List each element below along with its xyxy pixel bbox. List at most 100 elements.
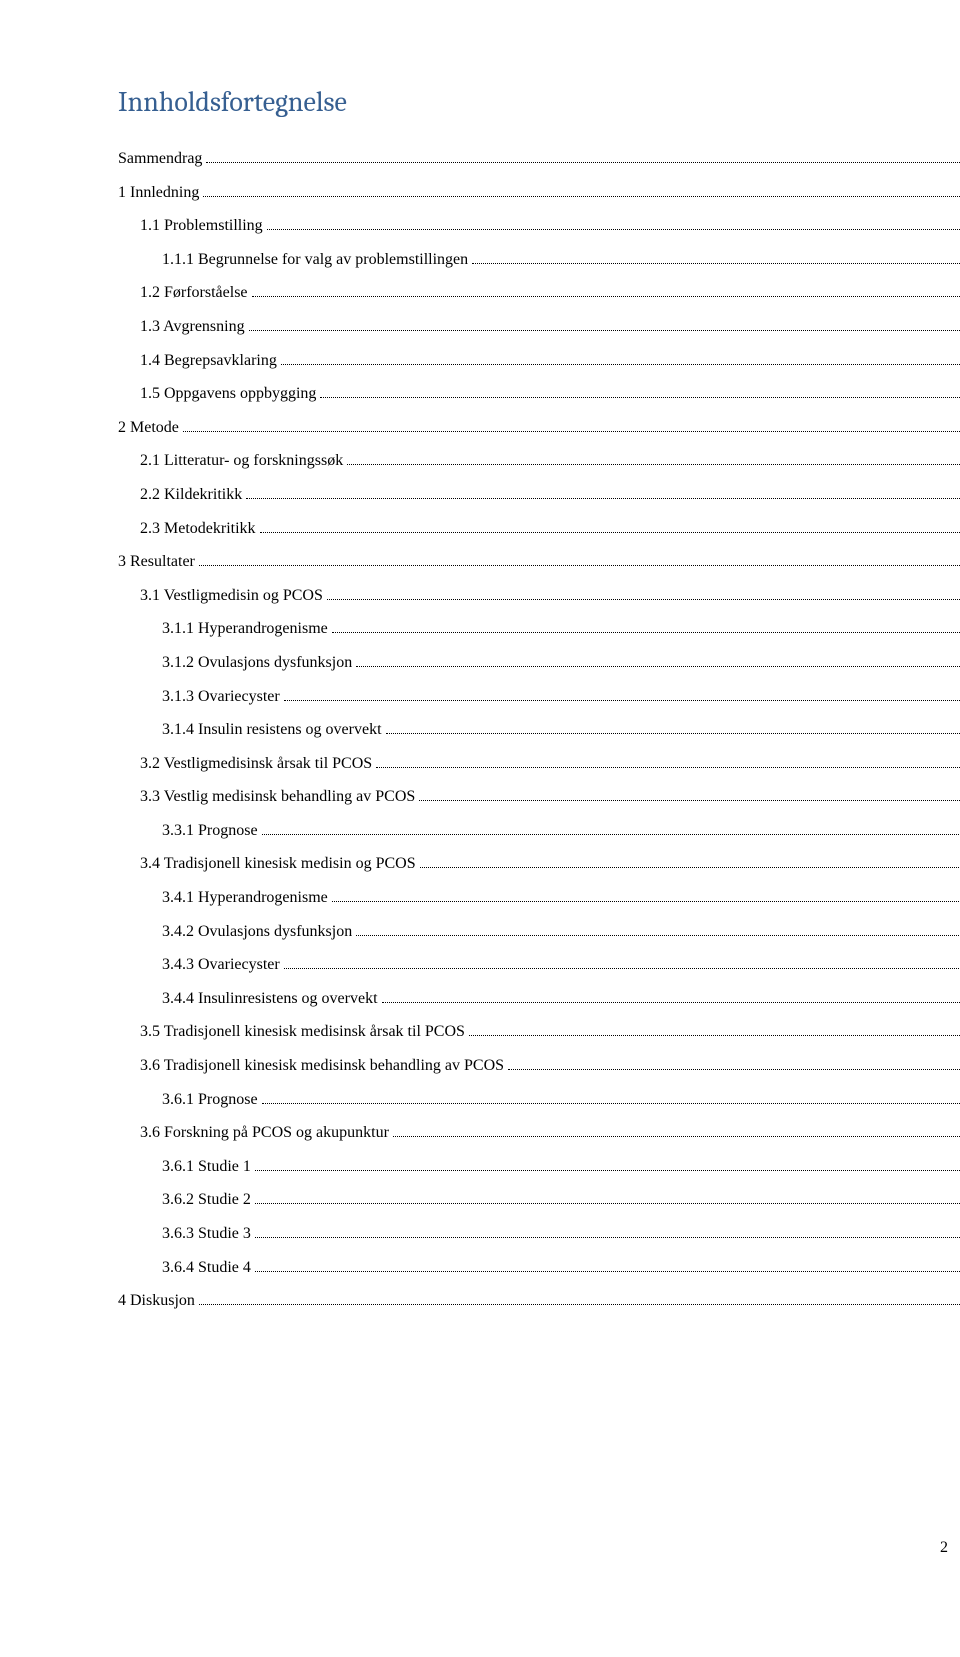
- toc-leader-dots: [508, 1058, 960, 1070]
- toc-leader-dots: [469, 1024, 960, 1036]
- toc-entry[interactable]: 3.1.4 Insulin resistens og overvekt10: [118, 713, 960, 747]
- toc-entry[interactable]: Sammendrag4: [118, 142, 960, 176]
- toc-leader-dots: [327, 588, 960, 600]
- toc-leader-dots: [356, 655, 960, 667]
- toc-entry[interactable]: 1.4 Begrepsavklaring6: [118, 344, 960, 378]
- toc-leader-dots: [382, 991, 960, 1003]
- toc-entry[interactable]: 1.2 Førforståelse6: [118, 276, 960, 310]
- toc-entry-label: 3.4.3 Ovariecyster: [162, 948, 280, 982]
- toc-entry-label: 3.6.3 Studie 3: [162, 1217, 251, 1251]
- toc-entry-label: 3.3 Vestlig medisinsk behandling av PCOS: [140, 780, 415, 814]
- toc-entry[interactable]: 1.5 Oppgavens oppbygging6: [118, 377, 960, 411]
- toc-leader-dots: [260, 521, 960, 533]
- toc-leader-dots: [347, 453, 960, 465]
- toc-leader-dots: [356, 924, 960, 936]
- toc-entry-label: 2.3 Metodekritikk: [140, 512, 256, 546]
- toc-entry-label: 3.1 Vestligmedisin og PCOS: [140, 579, 323, 613]
- toc-entry-label: 2.2 Kildekritikk: [140, 478, 242, 512]
- toc-leader-dots: [255, 1159, 960, 1171]
- toc-leader-dots: [267, 218, 960, 230]
- toc-entry-label: 3.2 Vestligmedisinsk årsak til PCOS: [140, 747, 372, 781]
- toc-entry[interactable]: 2.3 Metodekritikk9: [118, 512, 960, 546]
- toc-entry-label: 1.2 Førforståelse: [140, 276, 248, 310]
- page-number: 2: [940, 1539, 948, 1557]
- toc-leader-dots: [472, 252, 960, 264]
- toc-leader-dots: [262, 1092, 960, 1104]
- toc-leader-dots: [199, 554, 960, 566]
- toc-entry[interactable]: 1.3 Avgrensning6: [118, 310, 960, 344]
- toc-entry-label: 3.4.4 Insulinresistens og overvekt: [162, 982, 378, 1016]
- toc-entry-label: 3.1.1 Hyperandrogenisme: [162, 612, 328, 646]
- toc-leader-dots: [255, 1192, 960, 1204]
- toc-entry[interactable]: 2.2 Kildekritikk8: [118, 478, 960, 512]
- toc-entry[interactable]: 3.6 Tradisjonell kinesisk medisinsk beha…: [118, 1049, 960, 1083]
- toc-entry[interactable]: 3.6.4 Studie 416: [118, 1251, 960, 1285]
- toc-leader-dots: [249, 319, 960, 331]
- toc-leader-dots: [386, 722, 960, 734]
- toc-entry[interactable]: 3.6 Forskning på PCOS og akupunktur13: [118, 1116, 960, 1150]
- toc-entry[interactable]: 3.1.3 Ovariecyster9: [118, 680, 960, 714]
- toc-entry-label: 3.3.1 Prognose: [162, 814, 258, 848]
- toc-leader-dots: [183, 420, 960, 432]
- toc-entry-label: 1.1 Problemstilling: [140, 209, 263, 243]
- toc-entry-label: 2 Metode: [118, 411, 179, 445]
- toc-entry[interactable]: 3.6.2 Studie 214: [118, 1183, 960, 1217]
- toc-entry[interactable]: 3 Resultater9: [118, 545, 960, 579]
- toc-entry[interactable]: 3.2 Vestligmedisinsk årsak til PCOS10: [118, 747, 960, 781]
- toc-entry-label: 1.3 Avgrensning: [140, 310, 245, 344]
- toc-entry-label: 3.1.4 Insulin resistens og overvekt: [162, 713, 382, 747]
- toc-leader-dots: [252, 285, 960, 297]
- toc-entry[interactable]: 3.4.1 Hyperandrogenisme11: [118, 881, 960, 915]
- toc-entry[interactable]: 1.1.1 Begrunnelse for valg av problemsti…: [118, 243, 960, 277]
- toc-leader-dots: [203, 185, 960, 197]
- toc-entry[interactable]: 3.5 Tradisjonell kinesisk medisinsk årsa…: [118, 1015, 960, 1049]
- toc-entry[interactable]: 3.4.2 Ovulasjons dysfunksjon11: [118, 915, 960, 949]
- toc-entry[interactable]: 3.3 Vestlig medisinsk behandling av PCOS…: [118, 780, 960, 814]
- toc-entry-label: 3.6 Tradisjonell kinesisk medisinsk beha…: [140, 1049, 504, 1083]
- toc-container: Sammendrag41 Innledning51.1 Problemstill…: [118, 142, 960, 1318]
- toc-title: Innholdsfortegnelse: [118, 86, 960, 118]
- toc-entry[interactable]: 2 Metode7: [118, 411, 960, 445]
- toc-entry[interactable]: 3.4.4 Insulinresistens og overvekt12: [118, 982, 960, 1016]
- toc-entry-label: 3.6.2 Studie 2: [162, 1183, 251, 1217]
- toc-entry-label: 3.6 Forskning på PCOS og akupunktur: [140, 1116, 389, 1150]
- toc-entry-label: 3.6.1 Prognose: [162, 1083, 258, 1117]
- toc-entry-label: 1 Innledning: [118, 176, 199, 210]
- toc-entry-label: 3.4.2 Ovulasjons dysfunksjon: [162, 915, 352, 949]
- toc-entry-label: 1.5 Oppgavens oppbygging: [140, 377, 316, 411]
- toc-entry[interactable]: 3.1.1 Hyperandrogenisme9: [118, 612, 960, 646]
- toc-leader-dots: [255, 1260, 960, 1272]
- toc-leader-dots: [206, 151, 960, 163]
- toc-leader-dots: [255, 1226, 960, 1238]
- toc-leader-dots: [281, 353, 960, 365]
- toc-entry-label: 3 Resultater: [118, 545, 195, 579]
- toc-entry[interactable]: 2.1 Litteratur- og forskningssøk7: [118, 444, 960, 478]
- toc-entry[interactable]: 4 Diskusjon17: [118, 1284, 960, 1318]
- toc-leader-dots: [199, 1293, 960, 1305]
- toc-entry[interactable]: 1.1 Problemstilling5: [118, 209, 960, 243]
- toc-entry[interactable]: 3.4 Tradisjonell kinesisk medisin og PCO…: [118, 847, 960, 881]
- toc-entry[interactable]: 3.1 Vestligmedisin og PCOS9: [118, 579, 960, 613]
- toc-leader-dots: [419, 789, 960, 801]
- toc-entry-label: Sammendrag: [118, 142, 202, 176]
- toc-entry-label: 3.1.3 Ovariecyster: [162, 680, 280, 714]
- toc-leader-dots: [420, 856, 960, 868]
- toc-entry[interactable]: 3.6.3 Studie 315: [118, 1217, 960, 1251]
- toc-entry-label: 3.6.1 Studie 1: [162, 1150, 251, 1184]
- toc-entry[interactable]: 3.4.3 Ovariecyster11: [118, 948, 960, 982]
- toc-leader-dots: [284, 689, 960, 701]
- toc-entry[interactable]: 3.1.2 Ovulasjons dysfunksjon9: [118, 646, 960, 680]
- toc-entry-label: 3.4.1 Hyperandrogenisme: [162, 881, 328, 915]
- toc-leader-dots: [284, 957, 960, 969]
- toc-leader-dots: [393, 1125, 960, 1137]
- toc-entry-label: 1.4 Begrepsavklaring: [140, 344, 277, 378]
- toc-entry-label: 1.1.1 Begrunnelse for valg av problemsti…: [162, 243, 468, 277]
- toc-leader-dots: [376, 756, 960, 768]
- toc-entry-label: 4 Diskusjon: [118, 1284, 195, 1318]
- toc-leader-dots: [320, 386, 960, 398]
- toc-entry[interactable]: 3.6.1 Studie 113: [118, 1150, 960, 1184]
- toc-entry[interactable]: 3.3.1 Prognose11: [118, 814, 960, 848]
- toc-entry[interactable]: 1 Innledning5: [118, 176, 960, 210]
- toc-entry[interactable]: 3.6.1 Prognose13: [118, 1083, 960, 1117]
- toc-entry-label: 3.5 Tradisjonell kinesisk medisinsk årsa…: [140, 1015, 465, 1049]
